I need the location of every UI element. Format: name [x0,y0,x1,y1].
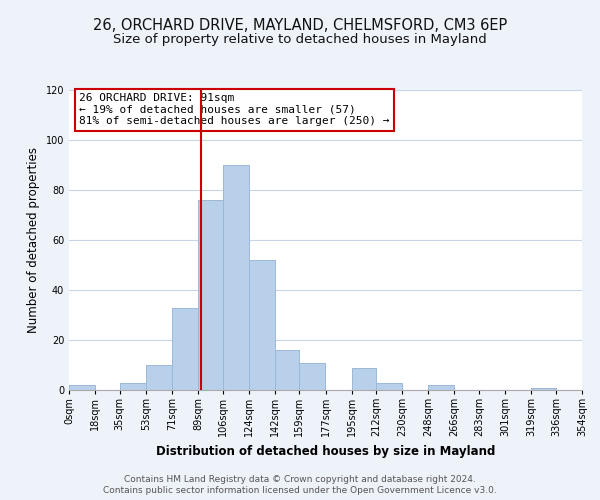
Bar [376,382,403,390]
Bar [275,350,299,390]
Bar [198,200,223,390]
Text: 26 ORCHARD DRIVE: 91sqm
← 19% of detached houses are smaller (57)
81% of semi-de: 26 ORCHARD DRIVE: 91sqm ← 19% of detache… [79,93,390,126]
Bar [69,385,95,390]
Text: Size of property relative to detached houses in Mayland: Size of property relative to detached ho… [113,32,487,46]
Bar [299,362,325,390]
Text: Contains public sector information licensed under the Open Government Licence v3: Contains public sector information licen… [103,486,497,495]
Text: 26, ORCHARD DRIVE, MAYLAND, CHELMSFORD, CM3 6EP: 26, ORCHARD DRIVE, MAYLAND, CHELMSFORD, … [93,18,507,32]
Text: Contains HM Land Registry data © Crown copyright and database right 2024.: Contains HM Land Registry data © Crown c… [124,475,476,484]
Bar [531,388,556,390]
X-axis label: Distribution of detached houses by size in Mayland: Distribution of detached houses by size … [156,444,495,458]
Y-axis label: Number of detached properties: Number of detached properties [27,147,40,333]
Bar [172,308,198,390]
Bar [248,260,275,390]
Bar [352,368,376,390]
Bar [120,382,146,390]
Bar [146,365,172,390]
Bar [223,165,248,390]
Bar [428,385,454,390]
